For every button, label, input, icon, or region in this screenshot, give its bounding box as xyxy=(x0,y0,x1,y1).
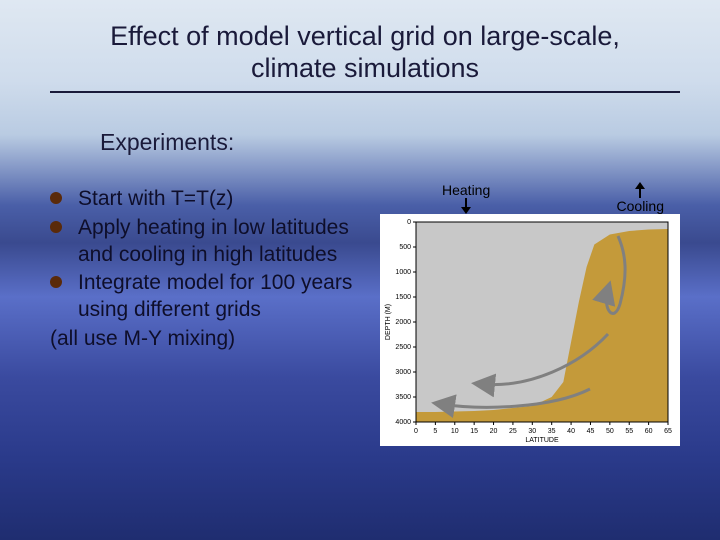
x-axis-label: LATITUDE xyxy=(525,437,559,444)
chart-svg: 0 500 1000 1500 2000 2500 3000 3500 4000 0 5 10 15 2… xyxy=(380,214,680,446)
body-row: Start with T=T(z) Apply heating in low l… xyxy=(50,186,680,446)
figure-wrap: Heating Cooling xyxy=(380,186,680,446)
slide-title: Effect of model vertical grid on large-s… xyxy=(50,20,680,93)
svg-text:1000: 1000 xyxy=(395,269,411,276)
bullet-text: Apply heating in low latitudes and cooli… xyxy=(78,216,349,266)
svg-text:35: 35 xyxy=(548,428,556,435)
down-arrow-icon xyxy=(458,198,474,214)
svg-text:45: 45 xyxy=(587,428,595,435)
up-arrow-icon xyxy=(632,182,648,198)
svg-text:3000: 3000 xyxy=(395,369,411,376)
y-axis-label: DEPTH (M) xyxy=(385,304,392,340)
svg-text:50: 50 xyxy=(606,428,614,435)
svg-text:25: 25 xyxy=(509,428,517,435)
plot-area xyxy=(416,222,668,422)
svg-text:2500: 2500 xyxy=(395,344,411,351)
svg-text:30: 30 xyxy=(528,428,536,435)
bullet-item: Start with T=T(z) xyxy=(50,186,370,213)
title-line-1: Effect of model vertical grid on large-s… xyxy=(110,21,620,51)
title-line-2: climate simulations xyxy=(251,53,479,83)
cooling-label: Cooling xyxy=(617,198,664,214)
svg-text:0: 0 xyxy=(414,428,418,435)
y-axis-ticks: 0 500 1000 1500 2000 2500 3000 3500 4000 xyxy=(395,219,416,426)
bullet-dot-icon xyxy=(50,192,62,204)
svg-text:60: 60 xyxy=(645,428,653,435)
svg-text:3500: 3500 xyxy=(395,394,411,401)
svg-text:55: 55 xyxy=(625,428,633,435)
svg-text:5: 5 xyxy=(433,428,437,435)
bullet-list: Start with T=T(z) Apply heating in low l… xyxy=(50,186,370,324)
bullet-dot-icon xyxy=(50,221,62,233)
bullet-text: Start with T=T(z) xyxy=(78,187,233,210)
svg-text:10: 10 xyxy=(451,428,459,435)
bullet-dot-icon xyxy=(50,276,62,288)
svg-text:65: 65 xyxy=(664,428,672,435)
depth-latitude-chart: 0 500 1000 1500 2000 2500 3000 3500 4000 0 5 10 15 2… xyxy=(380,214,680,446)
heating-label: Heating xyxy=(442,182,490,198)
svg-text:40: 40 xyxy=(567,428,575,435)
figure-column: Heating Cooling xyxy=(380,186,680,446)
svg-text:1500: 1500 xyxy=(395,294,411,301)
svg-text:500: 500 xyxy=(399,244,411,251)
heating-label-group: Heating xyxy=(442,182,490,214)
x-axis-ticks: 0 5 10 15 20 25 30 35 40 45 50 55 60 65 xyxy=(414,422,672,435)
text-column: Start with T=T(z) Apply heating in low l… xyxy=(50,186,370,353)
bullet-item: Apply heating in low latitudes and cooli… xyxy=(50,215,370,269)
svg-text:15: 15 xyxy=(470,428,478,435)
svg-text:0: 0 xyxy=(407,219,411,226)
svg-text:2000: 2000 xyxy=(395,319,411,326)
svg-text:4000: 4000 xyxy=(395,419,411,426)
bullet-text: Integrate model for 100 years using diff… xyxy=(78,271,352,321)
cooling-label-group: Cooling xyxy=(617,182,664,214)
svg-text:20: 20 xyxy=(490,428,498,435)
subheading: Experiments: xyxy=(100,129,680,156)
figure-top-labels: Heating Cooling xyxy=(380,186,680,214)
tail-note: (all use M-Y mixing) xyxy=(50,326,370,353)
slide: Effect of model vertical grid on large-s… xyxy=(0,0,720,540)
bullet-item: Integrate model for 100 years using diff… xyxy=(50,270,370,324)
